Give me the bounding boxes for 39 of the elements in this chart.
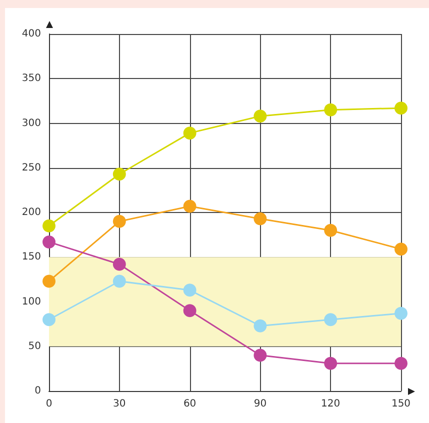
point bbox=[324, 224, 338, 237]
point bbox=[324, 103, 338, 116]
x-tick-label: 150 bbox=[391, 398, 411, 410]
y-tick-label: 250 bbox=[22, 162, 41, 174]
point bbox=[183, 126, 196, 140]
point bbox=[112, 258, 126, 271]
point bbox=[394, 356, 408, 370]
y-tick-label: 100 bbox=[22, 296, 41, 308]
y-tick-label: 300 bbox=[22, 118, 41, 129]
point bbox=[254, 319, 267, 332]
point bbox=[42, 235, 56, 248]
x-tick-label: 0 bbox=[46, 398, 52, 410]
point bbox=[183, 304, 196, 318]
y-tick-label: 150 bbox=[22, 252, 41, 263]
x-tick-label: 30 bbox=[113, 398, 126, 410]
point bbox=[183, 284, 196, 297]
y-tick-label: 200 bbox=[22, 207, 41, 218]
point bbox=[112, 274, 126, 288]
point bbox=[324, 313, 338, 326]
x-tick-label: 90 bbox=[254, 398, 267, 410]
point bbox=[112, 168, 126, 181]
point bbox=[324, 356, 338, 370]
x-tick-label: 60 bbox=[183, 398, 196, 410]
point bbox=[112, 214, 126, 228]
point bbox=[394, 102, 408, 115]
point bbox=[42, 313, 56, 326]
point bbox=[183, 200, 196, 213]
y-tick-label: 350 bbox=[22, 73, 41, 84]
point bbox=[42, 219, 56, 232]
y-tick-label: 400 bbox=[22, 28, 41, 40]
point bbox=[254, 348, 267, 362]
point bbox=[394, 242, 408, 256]
y-tick-label: 50 bbox=[28, 340, 41, 352]
x-tick-label: 120 bbox=[321, 398, 340, 410]
point bbox=[254, 110, 267, 123]
y-tick-label: 0 bbox=[34, 386, 41, 396]
point bbox=[42, 274, 56, 288]
point bbox=[394, 306, 408, 320]
point bbox=[254, 212, 267, 226]
